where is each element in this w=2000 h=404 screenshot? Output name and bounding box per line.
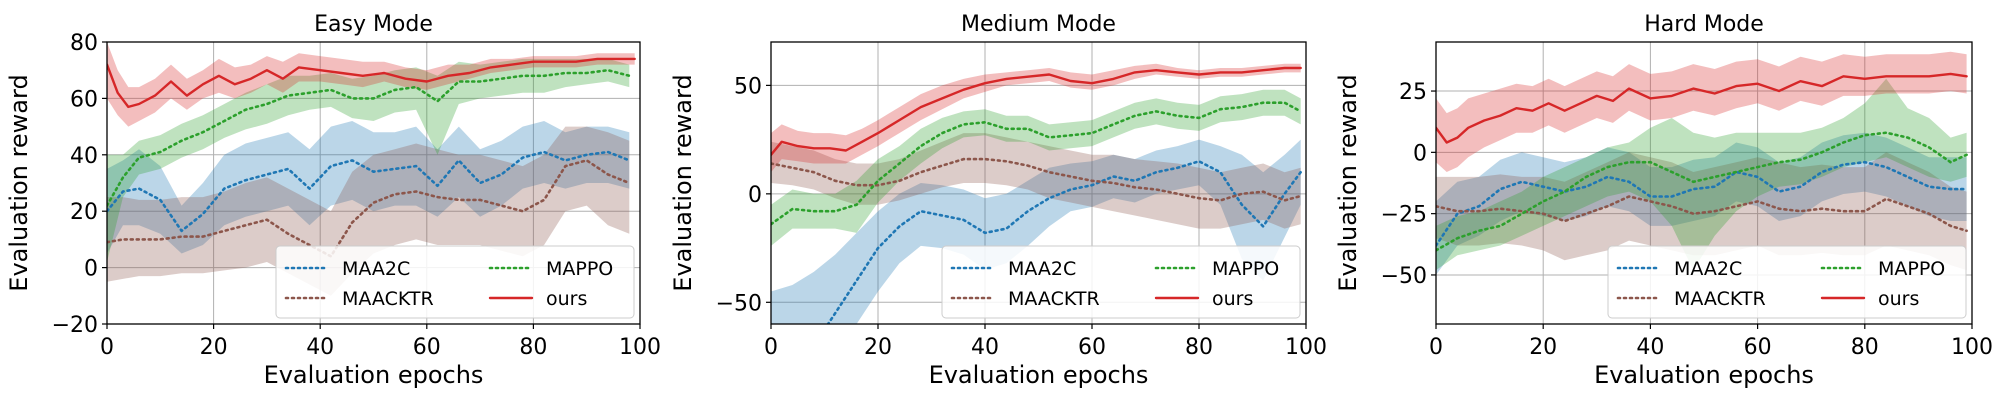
band-ours	[107, 42, 635, 127]
legend-label-ours: ours	[546, 288, 587, 310]
x-axis-label: Evaluation epochs	[264, 361, 484, 389]
x-tick-label: 100	[619, 335, 661, 360]
legend-box	[1607, 245, 1967, 319]
x-tick-label: 100	[1285, 335, 1327, 360]
y-tick-label: −20	[52, 313, 98, 338]
plot-area	[1436, 51, 1968, 275]
y-tick-label: 40	[70, 144, 98, 169]
legend-label-maacktr: MAACKTR	[1674, 288, 1766, 310]
y-tick-label: 0	[1413, 141, 1427, 166]
x-tick-label: 100	[1951, 335, 1993, 360]
legend-label-maa2c: MAA2C	[1008, 258, 1076, 280]
x-tick-label: 60	[413, 335, 441, 360]
y-tick-label: −50	[716, 291, 762, 316]
x-tick-label: 20	[1529, 335, 1557, 360]
x-tick-label: 80	[519, 335, 547, 360]
band-mappo	[771, 89, 1301, 246]
legend: MAA2C MAACKTR MAPPO ours	[275, 245, 635, 319]
chart-title: Hard Mode	[1644, 12, 1764, 37]
y-tick-label: −25	[1381, 203, 1427, 228]
line-maacktr	[107, 159, 631, 258]
line-mappo	[1436, 131, 1968, 252]
legend-box	[941, 245, 1301, 319]
line-maa2c	[107, 150, 631, 233]
y-tick-label: 50	[734, 74, 762, 99]
legend-label-ours: ours	[1878, 288, 1919, 310]
x-tick-label: 60	[1744, 335, 1772, 360]
plot-area	[771, 63, 1302, 324]
x-tick-label: 20	[200, 335, 228, 360]
legend-label-mappo: MAPPO	[1878, 258, 1945, 280]
line-ours	[771, 66, 1302, 157]
legend-label-maacktr: MAACKTR	[1008, 288, 1100, 310]
legend-box	[275, 245, 635, 319]
x-tick-label: 0	[1429, 335, 1443, 360]
y-tick-label: 25	[1399, 80, 1427, 105]
x-tick-label: 20	[864, 335, 892, 360]
chart-title: Easy Mode	[314, 12, 433, 37]
band-maacktr	[1436, 152, 1967, 271]
legend-label-mappo: MAPPO	[1212, 258, 1279, 280]
band-maa2c	[107, 121, 630, 254]
y-tick-label: 80	[70, 31, 98, 56]
x-tick-label: 80	[1851, 335, 1879, 360]
plot-frame	[770, 41, 1307, 325]
band-ours	[771, 63, 1301, 173]
line-maa2c	[826, 160, 1302, 324]
x-tick-label: 40	[971, 335, 999, 360]
x-tick-label: 80	[1185, 335, 1213, 360]
y-tick-label: 0	[84, 257, 98, 282]
x-tick-label: 0	[764, 335, 778, 360]
line-ours	[1436, 72, 1968, 144]
legend-label-maa2c: MAA2C	[342, 258, 410, 280]
band-maacktr	[771, 133, 1301, 229]
legend-label-maa2c: MAA2C	[1674, 258, 1742, 280]
x-axis-label: Evaluation epochs	[1594, 361, 1814, 389]
band-mappo	[1436, 78, 1967, 271]
line-maacktr	[771, 157, 1302, 202]
band-maa2c	[771, 139, 1301, 324]
legend: MAA2C MAACKTR MAPPO ours	[1607, 245, 1967, 319]
y-tick-label: −50	[1381, 264, 1427, 289]
y-tick-label: 20	[70, 200, 98, 225]
x-tick-label: 60	[1078, 335, 1106, 360]
y-axis-label: Evaluation reward	[1334, 74, 1362, 291]
plot-frame	[1435, 41, 1973, 325]
y-tick-label: 0	[748, 183, 762, 208]
y-tick-label: 60	[70, 87, 98, 112]
x-tick-label: 40	[1636, 335, 1664, 360]
line-mappo	[771, 101, 1302, 226]
x-tick-label: 0	[100, 335, 114, 360]
chart-title: Medium Mode	[961, 12, 1116, 37]
x-tick-label: 40	[306, 335, 334, 360]
plot-area	[107, 42, 636, 296]
y-axis-label: Evaluation reward	[5, 74, 33, 291]
legend-label-mappo: MAPPO	[546, 258, 613, 280]
legend-label-ours: ours	[1212, 288, 1253, 310]
line-ours	[107, 57, 636, 109]
line-mappo	[107, 68, 631, 207]
legend: MAA2C MAACKTR MAPPO ours	[941, 245, 1301, 319]
x-axis-label: Evaluation epochs	[929, 361, 1149, 389]
y-axis-label: Evaluation reward	[669, 74, 697, 291]
legend-label-maacktr: MAACKTR	[342, 288, 434, 310]
band-maacktr	[107, 126, 630, 296]
plot-frame	[106, 41, 641, 325]
band-mappo	[107, 58, 630, 263]
line-maa2c	[1436, 160, 1968, 247]
hard-mode-chart: 0 20 40 60 80 100 −50 −25 0 25 Hard Mode Evaluation…	[1334, 12, 1993, 389]
